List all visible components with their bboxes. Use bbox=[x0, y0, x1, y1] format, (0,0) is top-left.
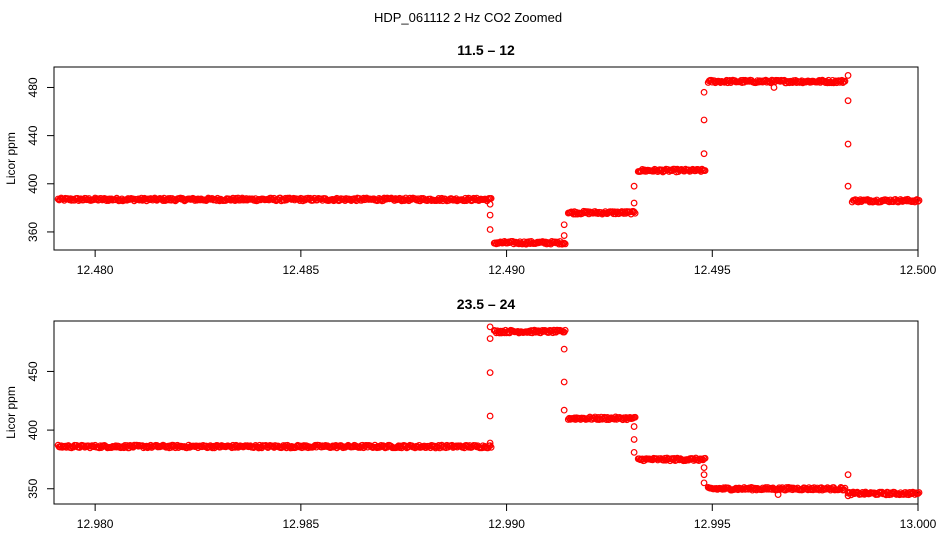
y-tick-label: 450 bbox=[26, 361, 40, 381]
plot-frame bbox=[53, 66, 919, 251]
data-point bbox=[774, 491, 782, 499]
x-tick-label: 12.985 bbox=[283, 517, 320, 531]
panel-1: 11.5 – 12 12.480 12.485 12.490 12.495 12.500 3… bbox=[4, 42, 936, 277]
data-point bbox=[841, 484, 849, 492]
x-tick-label: 12.980 bbox=[77, 517, 114, 531]
data-point bbox=[486, 211, 494, 219]
chart-panels: 11.5 – 12 12.480 12.485 12.490 12.495 12.500 3… bbox=[4, 42, 936, 531]
data-points bbox=[54, 72, 923, 248]
data-point bbox=[486, 226, 494, 233]
data-point bbox=[560, 221, 568, 229]
data-point bbox=[770, 84, 778, 91]
data-point bbox=[844, 140, 852, 148]
y-tick-label: 440 bbox=[26, 125, 40, 145]
data-point bbox=[630, 182, 638, 190]
data-point bbox=[560, 239, 568, 247]
figure-title: HDP_061112 2 Hz CO2 Zoomed bbox=[374, 10, 562, 25]
data-point bbox=[560, 232, 568, 239]
data-point bbox=[700, 116, 708, 124]
data-point bbox=[915, 489, 923, 496]
data-point bbox=[289, 444, 297, 452]
data-point bbox=[701, 167, 709, 174]
data-point bbox=[841, 77, 849, 85]
data-point bbox=[914, 490, 922, 497]
data-point bbox=[701, 454, 709, 462]
x-tick-label: 12.990 bbox=[488, 517, 525, 531]
y-tick-label: 350 bbox=[26, 478, 40, 498]
data-point bbox=[631, 413, 639, 421]
data-point bbox=[486, 323, 494, 331]
x-tick-label: 12.480 bbox=[77, 263, 114, 277]
plot-frame bbox=[53, 320, 919, 505]
data-point bbox=[486, 439, 494, 447]
data-point bbox=[486, 335, 494, 343]
panel-title: 23.5 – 24 bbox=[457, 296, 516, 312]
data-point bbox=[700, 464, 708, 472]
data-point bbox=[700, 479, 708, 487]
data-point bbox=[487, 443, 495, 451]
data-point bbox=[486, 412, 494, 420]
y-tick-label: 400 bbox=[26, 173, 40, 193]
x-tick-label: 12.495 bbox=[694, 263, 731, 277]
data-points bbox=[54, 323, 923, 500]
y-tick-label: 360 bbox=[26, 222, 40, 242]
x-tick-label: 13.000 bbox=[900, 517, 936, 531]
data-point bbox=[630, 208, 638, 216]
data-point bbox=[700, 88, 708, 96]
data-point bbox=[560, 406, 568, 414]
panel-2: 23.5 – 24 12.980 12.985 12.990 12.995 13.000 3… bbox=[4, 296, 936, 531]
data-point bbox=[844, 182, 852, 190]
data-point bbox=[486, 369, 494, 377]
data-point bbox=[630, 436, 638, 443]
data-point bbox=[844, 72, 852, 79]
x-tick-label: 12.485 bbox=[283, 263, 320, 277]
data-point bbox=[844, 97, 852, 105]
data-point bbox=[560, 378, 568, 386]
x-tick-label: 12.995 bbox=[694, 517, 731, 531]
x-tick-label: 12.490 bbox=[488, 263, 525, 277]
y-tick-label: 480 bbox=[26, 77, 40, 97]
panel-title: 11.5 – 12 bbox=[457, 42, 515, 58]
data-point bbox=[630, 448, 638, 456]
y-axis-label: Licor ppm bbox=[4, 132, 18, 185]
data-point bbox=[561, 326, 569, 334]
y-axis-label: Licor ppm bbox=[4, 386, 18, 439]
data-point bbox=[844, 492, 852, 500]
data-point bbox=[844, 471, 852, 479]
data-point bbox=[700, 150, 708, 158]
data-point bbox=[630, 199, 638, 207]
data-point bbox=[486, 200, 494, 208]
data-point bbox=[915, 197, 923, 204]
data-point bbox=[631, 209, 639, 217]
y-tick-label: 400 bbox=[26, 420, 40, 440]
data-point bbox=[840, 486, 848, 494]
data-point bbox=[914, 197, 922, 205]
data-point bbox=[560, 345, 568, 353]
data-point bbox=[700, 471, 708, 479]
data-point bbox=[561, 240, 569, 248]
data-point bbox=[630, 423, 638, 430]
x-tick-label: 12.500 bbox=[900, 263, 936, 277]
